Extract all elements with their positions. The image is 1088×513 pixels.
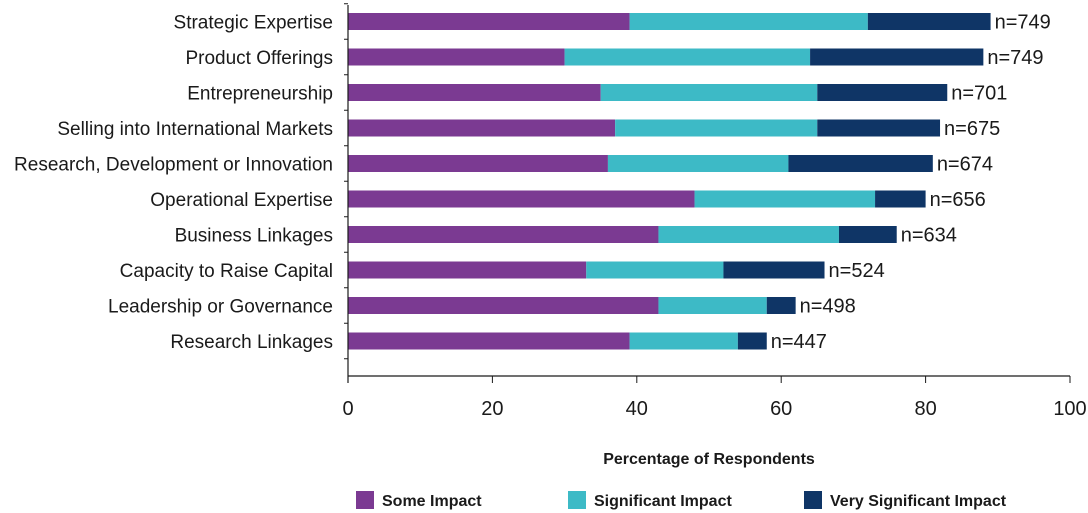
x-tick-label: 60 [770, 398, 792, 420]
bar-some-impact [348, 261, 587, 279]
legend-swatch [804, 491, 822, 509]
bar-very-significant-impact [788, 155, 933, 172]
bar-significant-impact [658, 297, 767, 314]
n-label: n=675 [944, 118, 1000, 140]
bar-significant-impact [694, 190, 876, 208]
n-label: n=749 [995, 12, 1051, 34]
bar-significant-impact [629, 13, 868, 30]
bar-very-significant-impact [810, 48, 984, 66]
bar-significant-impact [564, 48, 811, 66]
bar-very-significant-impact [875, 190, 926, 208]
bar-very-significant-impact [723, 261, 825, 279]
category-label: Research Linkages [170, 332, 333, 353]
x-tick-label: 40 [626, 398, 648, 420]
bar-significant-impact [586, 261, 724, 279]
bar-some-impact [348, 332, 630, 350]
bar-some-impact [348, 84, 601, 101]
bar-significant-impact [629, 332, 738, 350]
legend: Some Impact Significant Impact Very Signif… [356, 491, 1007, 510]
category-label: Research, Development or Innovation [14, 155, 333, 176]
n-label: n=634 [901, 225, 957, 247]
legend-label: Significant Impact [594, 493, 732, 510]
n-label: n=674 [937, 154, 993, 176]
legend-label: Some Impact [382, 493, 482, 510]
bar-very-significant-impact [817, 84, 948, 101]
legend-label: Very Significant Impact [830, 493, 1007, 510]
category-label: Leadership or Governance [108, 297, 333, 318]
bar-very-significant-impact [766, 297, 796, 314]
category-label: Selling into International Markets [57, 119, 333, 140]
x-tick-label: 80 [914, 398, 936, 420]
legend-swatch [356, 491, 374, 509]
n-label: n=701 [951, 83, 1007, 105]
x-tick-label: 0 [342, 398, 353, 420]
bar-very-significant-impact [817, 119, 941, 137]
bar-significant-impact [607, 155, 789, 172]
bar-very-significant-impact [867, 13, 991, 30]
bar-some-impact [348, 226, 659, 243]
category-label: Operational Expertise [150, 190, 333, 211]
category-label: Product Offerings [185, 48, 333, 69]
category-label: Business Linkages [175, 226, 333, 247]
bar-some-impact [348, 297, 659, 314]
bar-very-significant-impact [838, 226, 897, 243]
n-labels: n=749 n=749 n=701 n=675 n=674 n=656 n=634 n=524… [771, 12, 1051, 354]
bar-some-impact [348, 48, 565, 66]
legend-swatch [568, 491, 586, 509]
bar-some-impact [348, 13, 630, 30]
category-labels: Strategic Expertise Product Offerings Entr… [14, 13, 333, 354]
bar-very-significant-impact [737, 332, 767, 350]
bar-some-impact [348, 119, 616, 137]
axes-group: 0 20 40 60 80 100 [342, 3, 1087, 420]
bar-significant-impact [658, 226, 839, 243]
bar-significant-impact [615, 119, 818, 137]
x-tick-label: 100 [1053, 398, 1086, 420]
category-label: Strategic Expertise [174, 13, 333, 34]
category-label: Capacity to Raise Capital [120, 261, 333, 282]
category-label: Entrepreneurship [187, 84, 333, 105]
x-axis-title: Percentage of Respondents [603, 451, 815, 468]
x-tick-label: 20 [481, 398, 503, 420]
bar-some-impact [348, 190, 695, 208]
bar-some-impact [348, 155, 608, 172]
n-label: n=749 [987, 47, 1043, 69]
n-label: n=447 [771, 331, 827, 353]
bar-significant-impact [600, 84, 818, 101]
n-label: n=656 [930, 189, 986, 211]
n-label: n=498 [800, 296, 856, 318]
bars-group [348, 13, 991, 350]
n-label: n=524 [829, 260, 885, 282]
